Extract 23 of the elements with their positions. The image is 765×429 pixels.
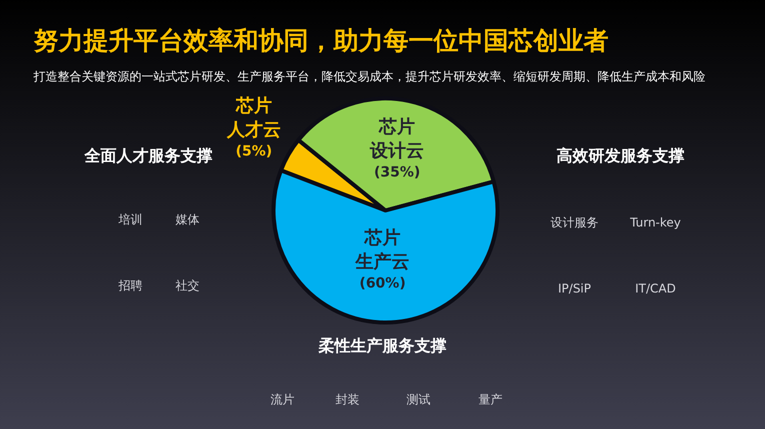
slice-label: 芯片生产云 bbox=[354, 227, 410, 272]
slice-label: 芯片人才云 bbox=[226, 95, 281, 140]
text: 封装 bbox=[336, 392, 360, 406]
text: 设计服务 bbox=[550, 216, 598, 230]
text: 高效研发服务支撑 bbox=[556, 146, 684, 165]
text: 测试 bbox=[406, 392, 430, 406]
text: 流片 bbox=[270, 392, 294, 406]
data-label: (60%) bbox=[359, 275, 406, 292]
chart-title: 努力提升平台效率和协同，助力每一位中国芯创业者 bbox=[34, 26, 608, 55]
text: 媒体 bbox=[176, 212, 200, 226]
slice-label: 芯片设计云 bbox=[369, 116, 424, 162]
text: Turn-key bbox=[629, 216, 681, 230]
text: IT/CAD bbox=[635, 282, 676, 296]
text: 量产 bbox=[478, 392, 502, 406]
text: IP/SiP bbox=[558, 282, 592, 296]
chart-subtitle: 打造整合关键资源的一站式芯片研发、生产服务平台，降低交易成本，提升芯片研发效率、缩短研发周期、降低生产成本和风险 bbox=[32, 70, 706, 84]
text: 全面人才服务支撑 bbox=[84, 146, 212, 165]
text: 招聘 bbox=[118, 278, 142, 292]
data-label: (5%) bbox=[236, 144, 272, 160]
text: 培训 bbox=[118, 212, 142, 226]
text: 柔性生产服务支撑 bbox=[318, 336, 446, 355]
data-label: (35%) bbox=[374, 164, 420, 181]
text: 社交 bbox=[176, 278, 200, 292]
